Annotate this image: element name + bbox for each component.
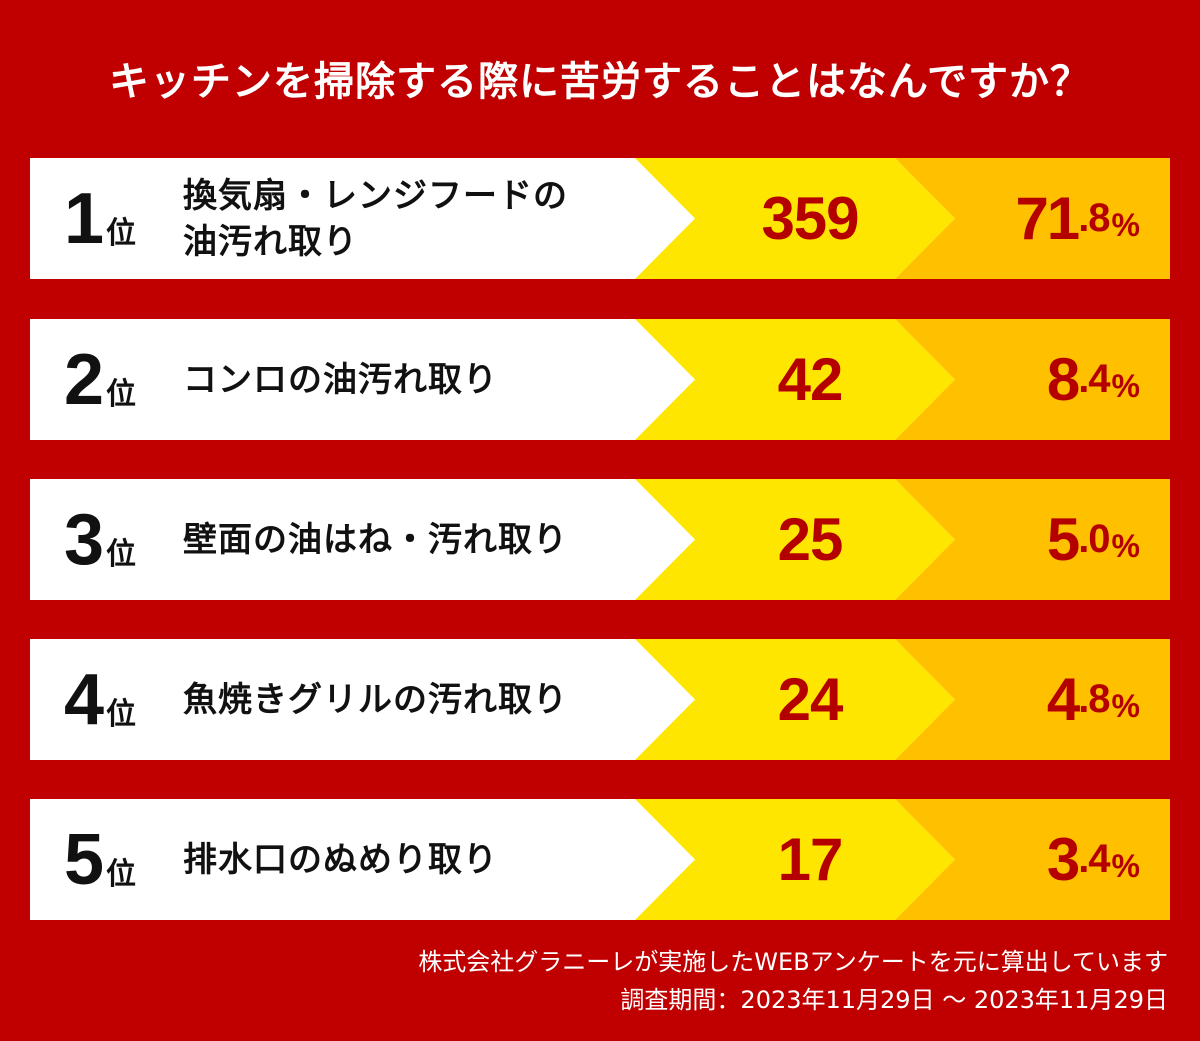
rank-digit: 5 — [64, 819, 104, 900]
percent-decimal: .4 — [1078, 837, 1110, 881]
percent-integer: 8 — [1046, 346, 1080, 413]
percent-integer: 5 — [1046, 506, 1080, 573]
percent-integer: 4 — [1046, 666, 1080, 733]
row-panels — [635, 158, 1170, 279]
item-label: コンロの油汚れ取り — [183, 319, 663, 440]
count-panel — [635, 319, 955, 440]
percent-sign: % — [1111, 848, 1140, 884]
percent-panel — [895, 799, 1170, 920]
percent-decimal: .8 — [1078, 196, 1110, 240]
count-value: 42 — [777, 346, 844, 413]
percent-integer: 71 — [1015, 185, 1080, 252]
percent-panel — [895, 158, 1170, 279]
count-panel — [635, 639, 955, 760]
percent-decimal: .8 — [1078, 677, 1110, 721]
percent-value: 4.8% — [930, 639, 1140, 760]
item-label-text: コンロの油汚れ取り — [183, 359, 498, 400]
item-label: 魚焼きグリルの汚れ取り — [183, 639, 663, 760]
percent-sign: % — [1111, 528, 1140, 564]
rank-digit: 1 — [64, 178, 104, 259]
count-panel — [635, 158, 955, 279]
rank-digit: 4 — [64, 659, 104, 740]
percent-decimal: .0 — [1078, 517, 1110, 561]
rank-suffix: 位 — [106, 215, 137, 251]
rank-suffix: 位 — [106, 536, 137, 572]
rank-suffix: 位 — [106, 696, 137, 732]
percent-sign: % — [1111, 207, 1140, 243]
percent-integer: 3 — [1046, 826, 1080, 893]
percent-panel — [895, 479, 1170, 600]
item-label-text: 壁面の油はね・汚れ取り — [183, 519, 568, 560]
count-value: 25 — [777, 506, 844, 573]
percent-value: 8.4% — [930, 319, 1140, 440]
item-label: 壁面の油はね・汚れ取り — [183, 479, 663, 600]
percent-decimal: .4 — [1078, 357, 1110, 401]
percent-value: 3.4% — [930, 799, 1140, 920]
row-panels — [635, 319, 1170, 440]
rank-suffix: 位 — [106, 856, 137, 892]
row-panels — [635, 639, 1170, 760]
item-label-text: 魚焼きグリルの汚れ取り — [183, 679, 568, 720]
percent-sign: % — [1111, 688, 1140, 724]
percent-value: 71.8% — [930, 158, 1140, 279]
chart-title: キッチンを掃除する際に苦労することはなんですか？ — [109, 59, 1091, 105]
count-value: 359 — [761, 185, 859, 252]
item-label-text: 換気扇・レンジフードの 油汚れ取り — [183, 175, 568, 262]
percent-value: 5.0% — [930, 479, 1140, 600]
item-label: 換気扇・レンジフードの 油汚れ取り — [183, 158, 663, 279]
rank-digit: 3 — [64, 499, 104, 580]
rank-suffix: 位 — [106, 376, 137, 412]
count-panel — [635, 799, 955, 920]
count-value: 24 — [777, 666, 844, 733]
item-label: 排水口のぬめり取り — [183, 799, 663, 920]
percent-sign: % — [1111, 368, 1140, 404]
item-label-text: 排水口のぬめり取り — [183, 839, 498, 880]
count-value: 17 — [777, 826, 844, 893]
row-panels — [635, 799, 1170, 920]
source-note: 株式会社グラニーレが実施したWEBアンケートを元に算出しています — [418, 948, 1168, 976]
survey-period: 調査期間：2023年11月29日 〜 2023年11月29日 — [620, 986, 1168, 1014]
percent-panel — [895, 319, 1170, 440]
row-panels — [635, 479, 1170, 600]
rank-digit: 2 — [64, 339, 104, 420]
count-panel — [635, 479, 955, 600]
percent-panel — [895, 639, 1170, 760]
